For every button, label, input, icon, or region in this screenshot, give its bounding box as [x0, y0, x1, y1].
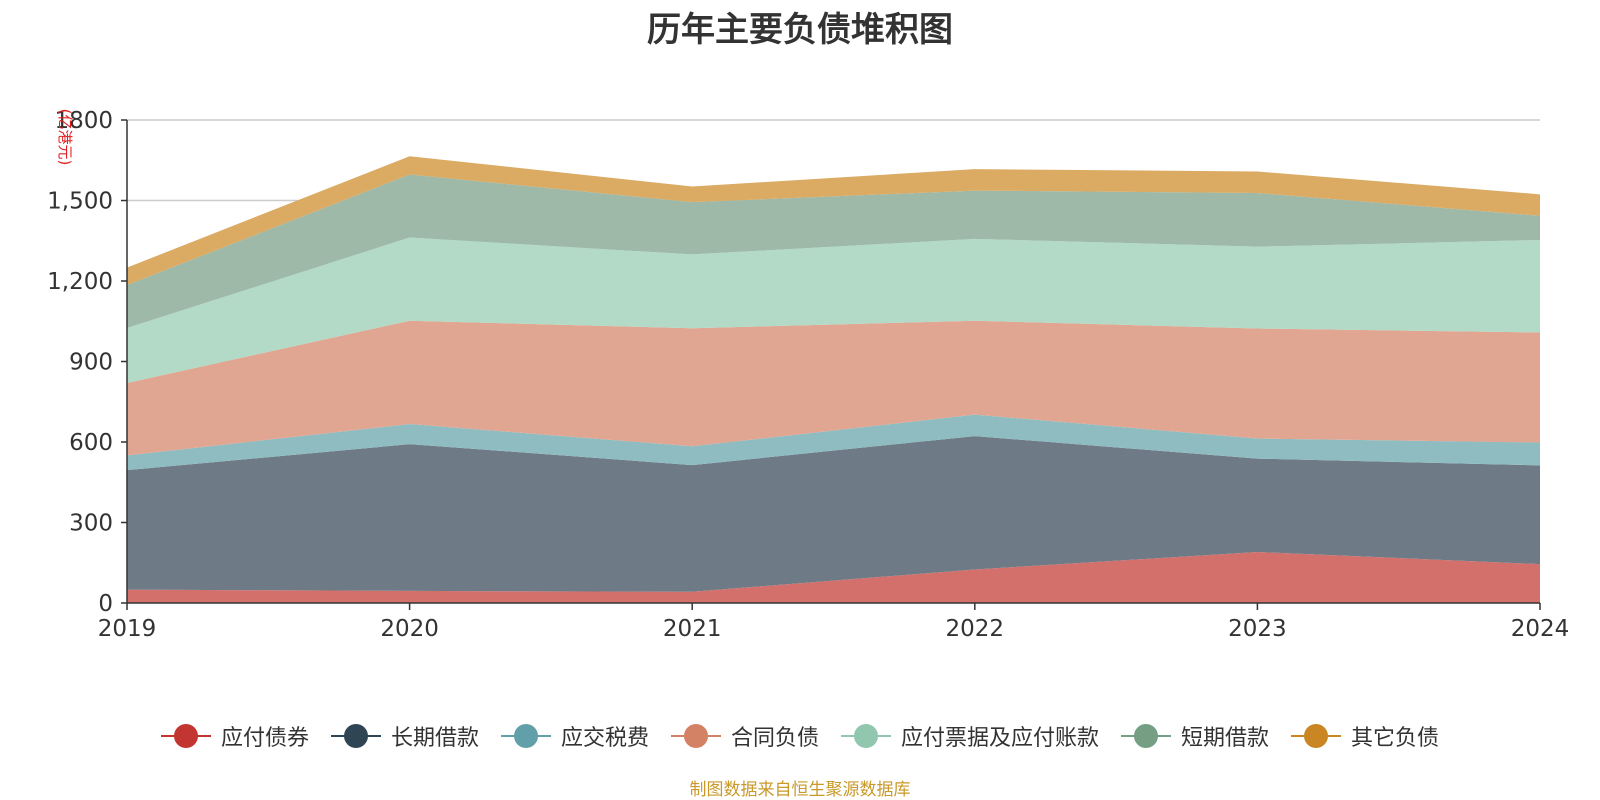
legend-marker-icon	[841, 724, 891, 748]
x-tick-label: 2024	[1511, 616, 1570, 642]
x-tick-label: 2020	[380, 616, 439, 642]
x-tick-label: 2021	[663, 616, 722, 642]
area-series-5	[127, 174, 1540, 328]
x-tick-label: 2023	[1228, 616, 1287, 642]
legend-marker-icon	[1121, 724, 1172, 748]
x-tick-label: 2022	[946, 616, 1005, 642]
legend-item-4[interactable]: 应付票据及应付账款	[841, 720, 1099, 752]
area-series-6	[127, 156, 1540, 286]
legend-label: 应付债券	[220, 726, 309, 751]
legend-item-0[interactable]: 应付债券	[160, 720, 309, 752]
legend-item-2[interactable]: 应交税费	[500, 720, 649, 752]
legend-item-5[interactable]: 短期借款	[1121, 720, 1269, 752]
legend-item-6[interactable]: 其它负债	[1291, 720, 1439, 752]
chart-title: 历年主要负债堆积图	[647, 10, 953, 50]
y-tick-label: 300	[69, 511, 113, 537]
legend-marker-icon	[160, 724, 211, 748]
area-series-4	[127, 237, 1540, 383]
area-series-2	[127, 414, 1540, 471]
area-series-0	[127, 552, 1540, 603]
y-tick-label: 900	[69, 350, 113, 376]
y-axis-unit-label: (亿港元)	[56, 109, 74, 166]
y-tick-label: 1800	[54, 108, 113, 134]
legend-label: 应交税费	[560, 726, 649, 751]
area-series-1	[127, 436, 1540, 592]
y-tick-label: 0	[98, 591, 113, 617]
y-tick-label: 1,500	[47, 189, 113, 215]
legend: 应付债券 长期借款 应交税费 合同负债 应付票据及应付账款 短期借款 其它负债	[0, 720, 1600, 752]
y-tick-label: 600	[69, 430, 113, 456]
legend-label: 其它负债	[1351, 726, 1440, 751]
x-tick-label: 2019	[98, 616, 157, 642]
legend-label: 长期借款	[390, 726, 479, 751]
legend-marker-icon	[1291, 724, 1342, 748]
legend-item-3[interactable]: 合同负债	[670, 720, 819, 752]
y-tick-label: 1,200	[47, 269, 113, 295]
legend-marker-icon	[500, 724, 551, 748]
source-note: 制图数据来自恒生聚源数据库	[689, 780, 911, 800]
legend-label: 应付票据及应付账款	[901, 726, 1100, 751]
axis-layer: 0 300 600 900 1,200 1,500 1800 2019 2020 2021 2022…	[47, 108, 1569, 642]
legend-label: 合同负债	[730, 726, 819, 751]
legend-item-1[interactable]: 长期借款	[330, 720, 479, 752]
legend-label: 短期借款	[1181, 726, 1270, 751]
chart-svg: 0 300 600 900 1,200 1,500 1800 2019 2020 2021 2022…	[47, 108, 1569, 642]
area-layer	[127, 156, 1540, 603]
legend-marker-icon	[670, 724, 721, 748]
area-series-3	[127, 320, 1540, 456]
legend-marker-icon	[330, 724, 381, 748]
